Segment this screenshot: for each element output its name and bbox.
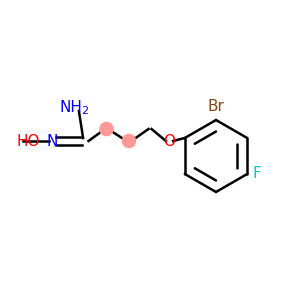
Text: HO: HO (16, 134, 40, 148)
Circle shape (100, 122, 113, 136)
Text: N: N (47, 134, 58, 148)
Text: O: O (164, 134, 175, 148)
Text: Br: Br (208, 99, 224, 114)
Circle shape (122, 134, 136, 148)
Text: F: F (253, 167, 261, 182)
Text: NH: NH (59, 100, 82, 116)
Text: 2: 2 (81, 106, 88, 116)
